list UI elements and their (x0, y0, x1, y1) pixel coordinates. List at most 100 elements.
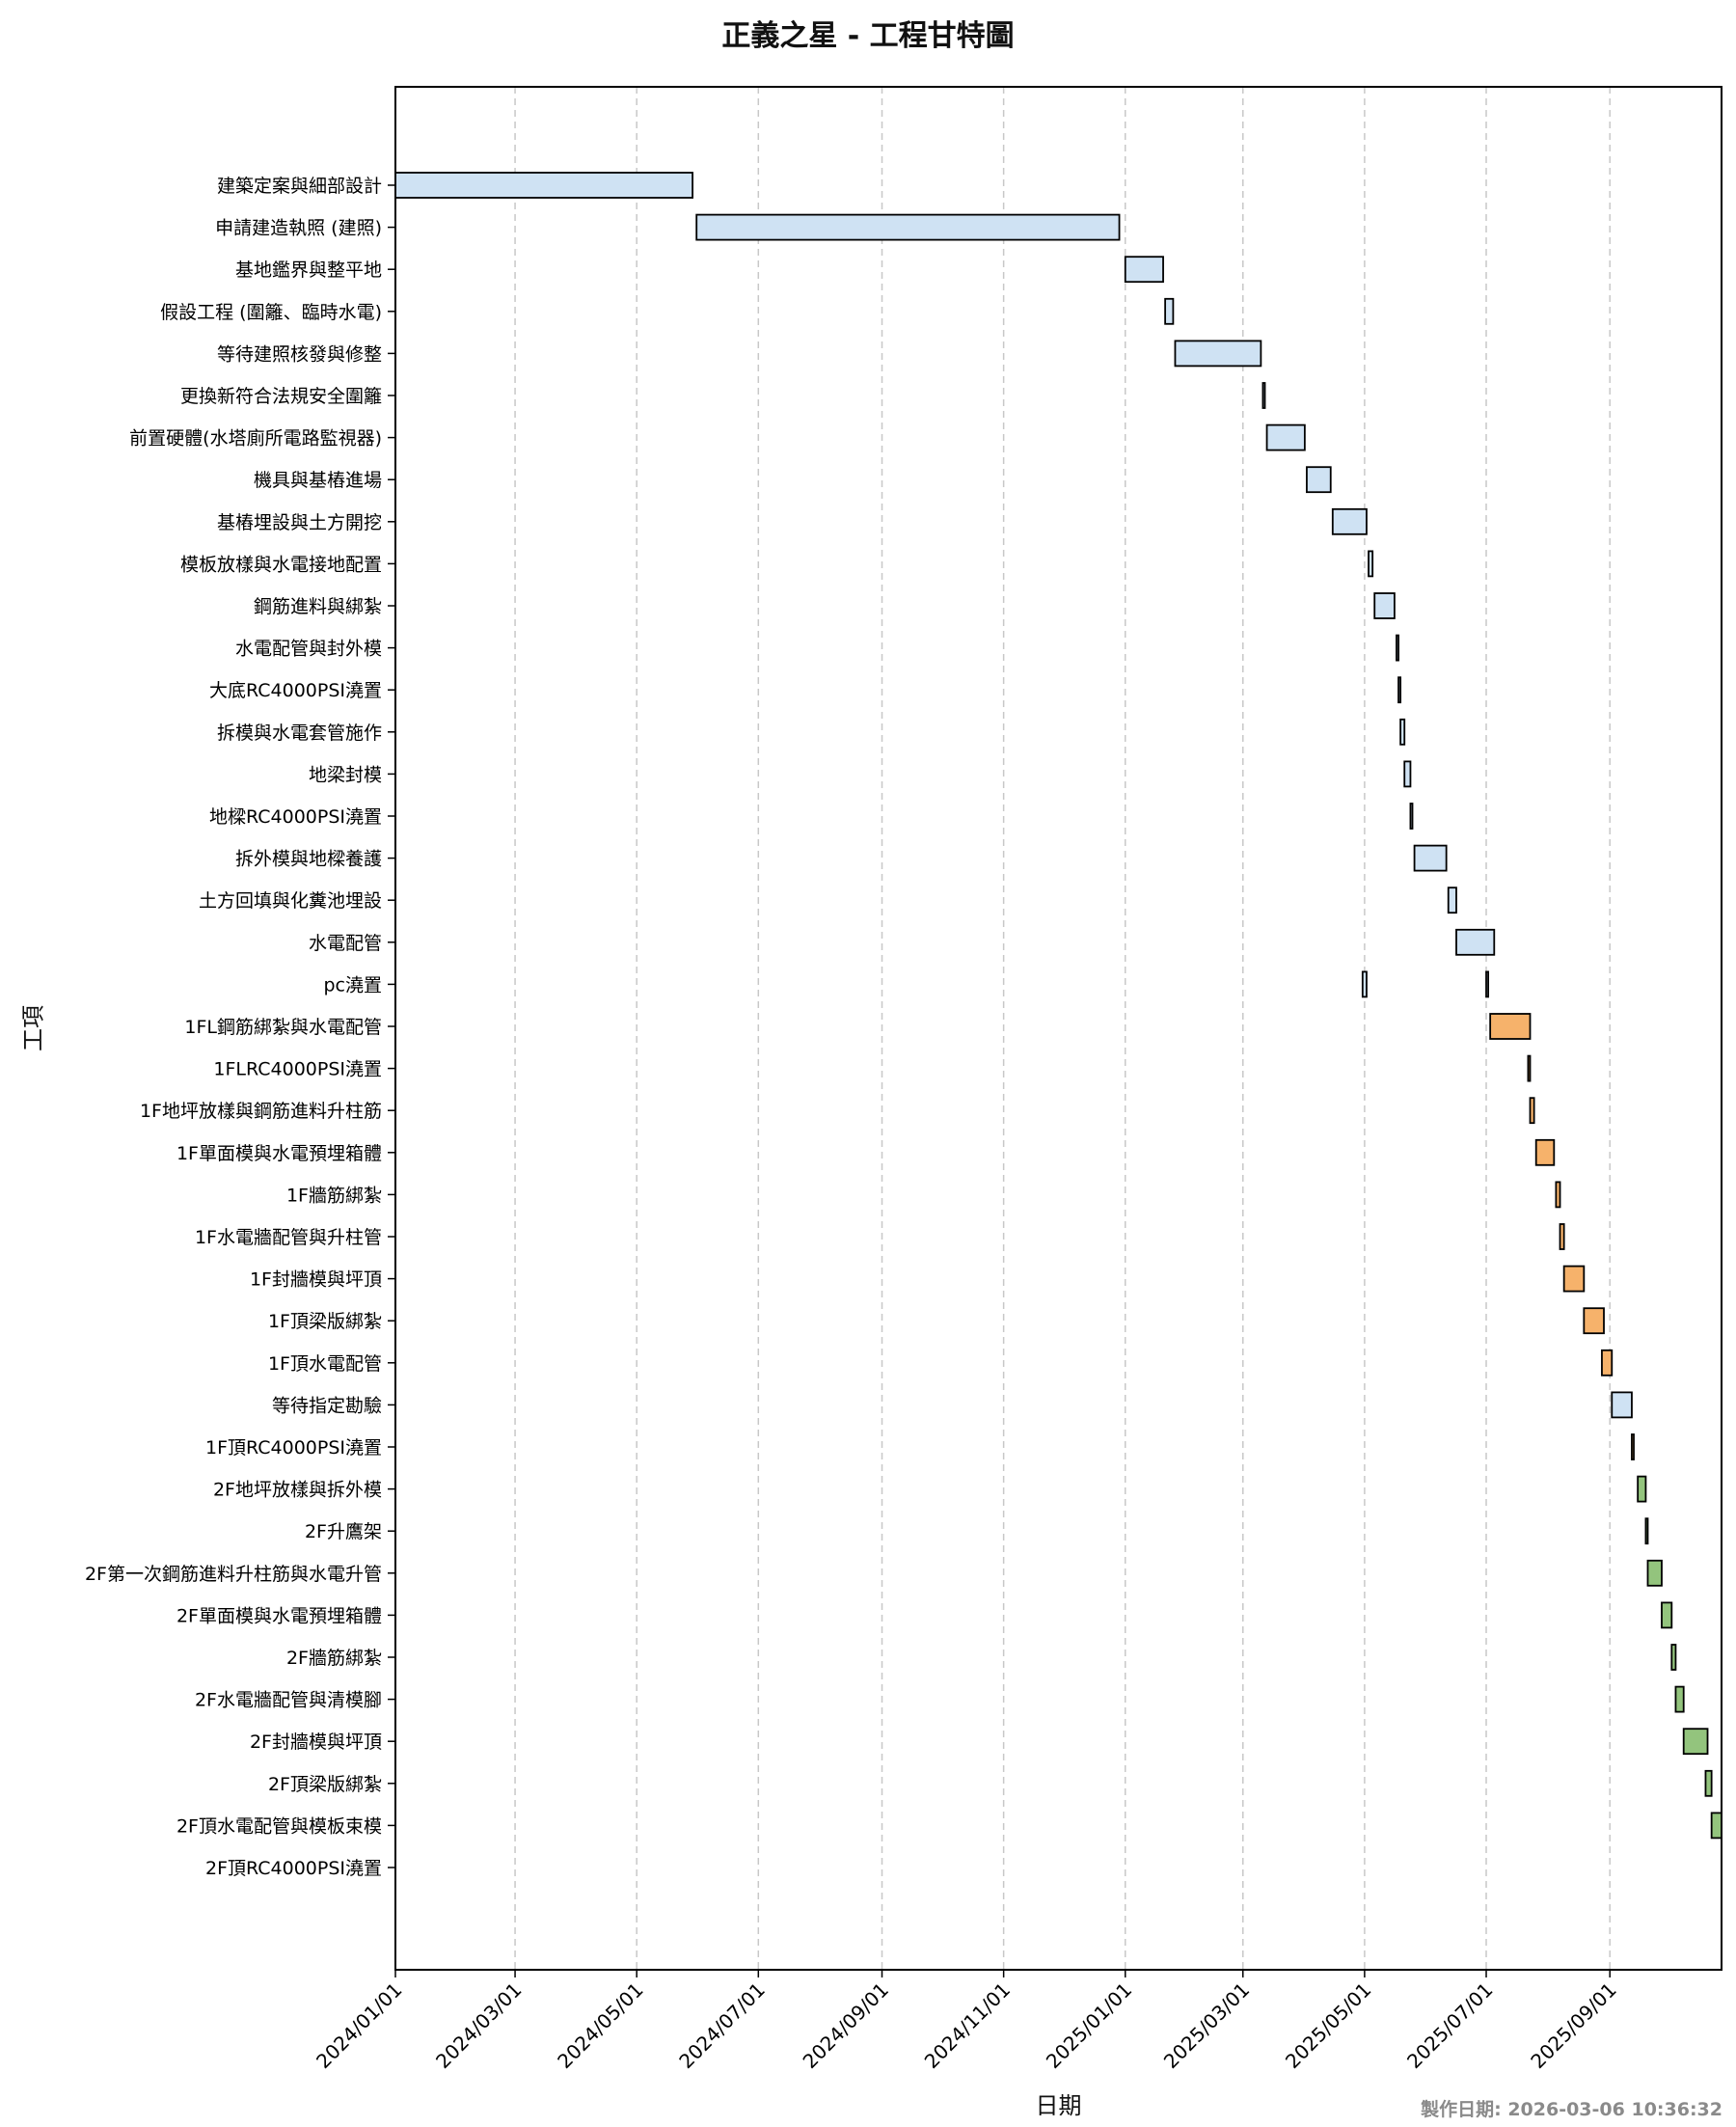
task-bar (1527, 1054, 1532, 1082)
x-axis-label: 日期 (1035, 2092, 1082, 2119)
chart-title: 正義之星 - 工程甘特圖 (721, 19, 1015, 53)
x-tick-label: 2024/05/01 (553, 1978, 647, 2073)
task-bar (1124, 256, 1164, 284)
task-bar (1674, 1685, 1685, 1713)
task-label: 2F牆筋綁紮 (286, 1648, 382, 1669)
task-label: 基樁埋設與土方開挖 (217, 512, 382, 533)
task-bar (1306, 466, 1332, 494)
task-label: 建築定案與細部設計 (217, 176, 382, 197)
task-label: 模板放樣與水電接地配置 (180, 554, 382, 575)
task-bar (394, 172, 693, 199)
task-bar (1534, 1138, 1556, 1166)
task-label: 更換新符合法規安全圍籬 (180, 386, 382, 407)
x-tick-label: 2025/07/01 (1402, 1978, 1497, 2073)
x-tick-label: 2024/11/01 (920, 1978, 1015, 2073)
task-bar (1670, 1644, 1677, 1671)
task-label: 1FLRC4000PSI澆置 (213, 1059, 382, 1080)
y-axis-label-text: 工項 (19, 1005, 47, 1051)
task-bar (1164, 297, 1175, 325)
task-label: 大底RC4000PSI澆置 (209, 680, 382, 701)
task-bar (1555, 1181, 1561, 1209)
task-label: 2F升鷹架 (305, 1521, 382, 1542)
task-label: 等待建照核發與修整 (217, 343, 382, 365)
task-bars (394, 172, 1722, 1840)
task-label: 2F地坪放樣與拆外模 (213, 1480, 382, 1501)
task-bar (1265, 423, 1306, 451)
task-bar (1361, 970, 1368, 998)
task-label: 2F封牆模與坪頂 (250, 1732, 382, 1753)
task-label: 2F水電牆配管與清模腳 (195, 1690, 382, 1711)
task-label: 2F第一次鋼筋進料升柱筋與水電升管 (85, 1564, 382, 1585)
x-tick-label: 2024/09/01 (799, 1978, 893, 2073)
task-label: 拆模與水電套管施作 (217, 723, 382, 744)
task-bar (1704, 1769, 1713, 1797)
task-label: 水電配管與封外模 (235, 639, 382, 660)
task-bar (1601, 1349, 1614, 1377)
task-bar (1399, 718, 1406, 746)
task-bar (1631, 1433, 1635, 1460)
task-label: 水電配管 (309, 933, 382, 954)
x-tick-labels: 2024/01/01 2024/03/01 2024/05/01 2024/07/01… (312, 1970, 1621, 2073)
task-label: 1F牆筋綁紮 (286, 1185, 382, 1206)
task-bar (1331, 507, 1368, 535)
task-bar (1447, 886, 1457, 914)
task-bar (1455, 928, 1496, 956)
task-bar (695, 213, 1121, 241)
task-bar (1485, 970, 1489, 998)
task-bar (1529, 1097, 1535, 1125)
task-bar (1413, 844, 1448, 872)
task-bar (1661, 1601, 1673, 1629)
plot-frame (394, 86, 1722, 1971)
task-label: 申請建造執照 (建照) (215, 218, 382, 239)
x-tick-label: 2024/01/01 (312, 1978, 406, 2073)
task-label: 基地鑑界與整平地 (235, 259, 382, 281)
task-bar (1644, 1517, 1649, 1545)
x-tick-label: 2025/09/01 (1526, 1978, 1620, 2073)
task-label: 拆外模與地樑養護 (235, 849, 382, 870)
task-label: 前置硬體(水塔廁所電路監視器) (129, 427, 382, 450)
x-tick-label: 2024/03/01 (431, 1978, 526, 2073)
x-tick-label: 2025/01/01 (1042, 1978, 1136, 2073)
created-date-note: 製作日期: 2026-03-06 10:36:32 (1421, 2099, 1722, 2120)
task-bar (1368, 550, 1374, 578)
task-label: 1F單面模與水電預埋箱體 (176, 1143, 382, 1164)
task-bar (1583, 1307, 1605, 1335)
task-label: 2F頂水電配管與模板束模 (176, 1815, 382, 1837)
task-label: 2F單面模與水電預埋箱體 (176, 1605, 382, 1626)
task-label: 2F頂RC4000PSI澆置 (205, 1858, 382, 1879)
task-bar (1409, 803, 1414, 830)
task-bar (1559, 1223, 1565, 1250)
task-label: 鋼筋進料與綁紮 (254, 596, 382, 617)
task-bar (1373, 592, 1396, 619)
task-bar (1562, 1265, 1586, 1293)
grid-lines (394, 87, 1611, 1970)
task-bar (1646, 1559, 1663, 1587)
task-label: 1F頂水電配管 (268, 1353, 382, 1375)
task-bar (1397, 676, 1402, 704)
task-label: 1F地坪放樣與鋼筋進料升柱筋 (140, 1101, 382, 1122)
task-bar (1396, 634, 1399, 662)
task-label: 1F頂梁版綁紮 (268, 1311, 382, 1332)
x-tick-label: 2025/05/01 (1281, 1978, 1375, 2073)
task-label: 等待指定勘驗 (272, 1395, 382, 1416)
task-bar (1710, 1812, 1722, 1840)
task-label: pc澆置 (323, 974, 382, 995)
task-label: 機具與基樁進場 (254, 470, 382, 491)
task-bar (1682, 1728, 1709, 1756)
task-bar (1489, 1013, 1532, 1040)
task-label: 1F頂RC4000PSI澆置 (205, 1437, 382, 1459)
x-tick-label: 2024/07/01 (674, 1978, 769, 2073)
task-bar (1403, 760, 1412, 788)
task-label: 地樑RC4000PSI澆置 (209, 806, 382, 828)
task-label: 假設工程 (圍籬、臨時水電) (160, 302, 382, 323)
task-label: 地梁封模 (309, 764, 382, 785)
task-bar (1637, 1475, 1647, 1503)
task-label: 1F封牆模與坪頂 (250, 1269, 382, 1291)
task-bar (1174, 340, 1262, 368)
task-label: 2F頂梁版綁紮 (268, 1774, 382, 1795)
task-bar (1261, 382, 1266, 409)
task-bar (1611, 1391, 1633, 1419)
task-label: 1FL鋼筋綁紮與水電配管 (184, 1017, 382, 1038)
